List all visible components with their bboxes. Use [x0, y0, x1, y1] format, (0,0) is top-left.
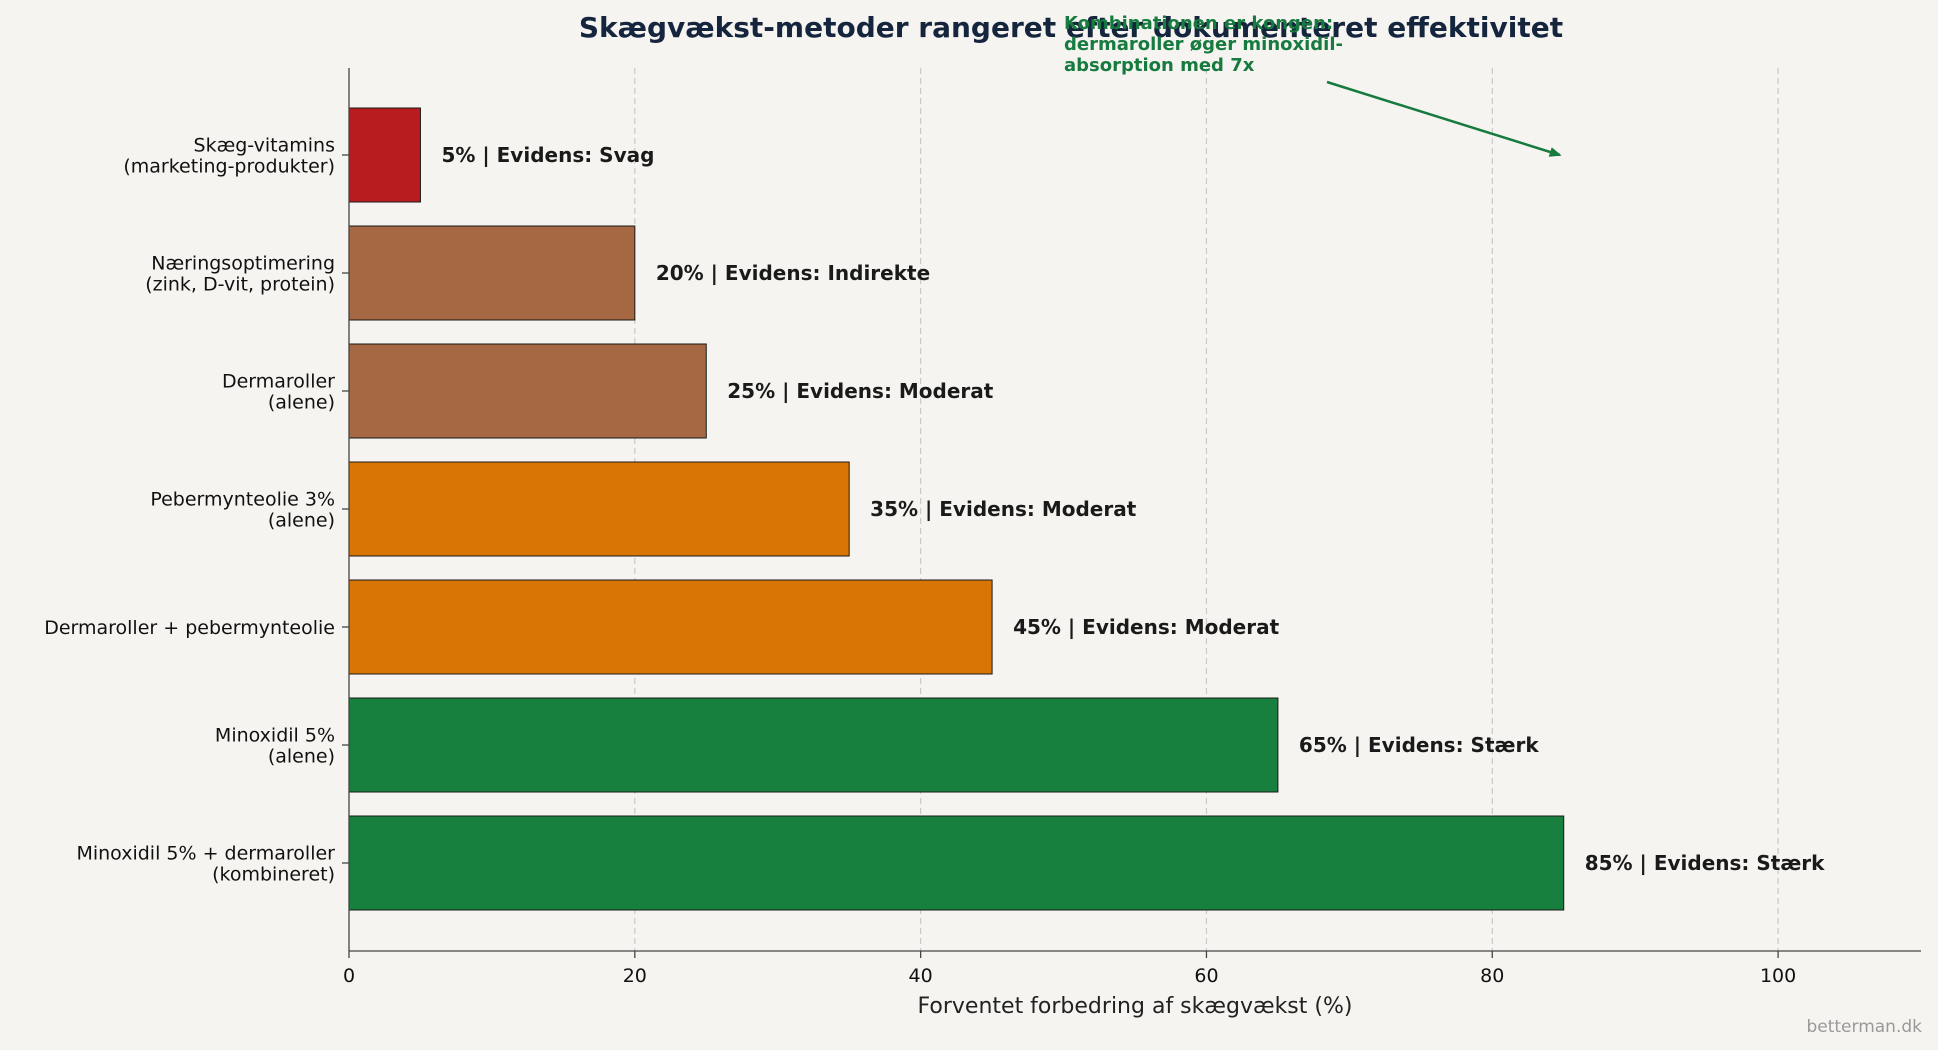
x-tick-label: 60 [1194, 965, 1218, 987]
bar [348, 225, 636, 321]
x-tick-label: 0 [343, 965, 355, 987]
annotation-arrow [1326, 80, 1562, 157]
category-label-line: (kombineret) [212, 864, 335, 886]
bar [348, 461, 850, 557]
bar [348, 579, 993, 675]
bar-value-label: 45% | Evidens: Moderat [1013, 615, 1280, 639]
annotation: Kombinationen er kongen: dermaroller øger… [1064, 13, 1562, 157]
category-label-line: (marketing-produkter) [123, 156, 335, 178]
bar [348, 697, 1279, 793]
category-label: Dermaroller (alene) [222, 371, 335, 414]
chart-title: Skægvækst-metoder rangeret efter dokumen… [579, 11, 1563, 44]
annotation-line: Kombinationen er kongen: [1064, 13, 1333, 34]
bar [348, 343, 707, 439]
bar [348, 107, 421, 203]
category-label-line: Skæg-vitamins [194, 135, 335, 157]
category-label-line: (zink, D-vit, protein) [145, 274, 335, 296]
x-axis-title: Forventet forbedring af skægvækst (%) [918, 994, 1353, 1019]
category-label: Dermaroller + pebermynteolie [44, 617, 335, 639]
category-label-line: (alene) [268, 746, 335, 768]
x-tick-label: 80 [1480, 965, 1504, 987]
category-label: Pebermynteolie 3% (alene) [150, 489, 335, 532]
x-tick-label: 40 [909, 965, 933, 987]
bar-value-label: 25% | Evidens: Moderat [727, 379, 994, 403]
bar-value-label: 20% | Evidens: Indirekte [656, 261, 930, 285]
category-label-line: Dermaroller [222, 371, 335, 393]
x-tick-label: 100 [1760, 965, 1796, 987]
bars [348, 107, 1565, 911]
bar-value-label: 5% | Evidens: Svag [441, 143, 654, 167]
category-label-line: Dermaroller + pebermynteolie [44, 617, 335, 639]
x-ticks: 0 20 40 60 80 100 [343, 951, 1796, 987]
category-label: Skæg-vitamins (marketing-produkter) [123, 135, 335, 178]
category-label: Minoxidil 5% + dermaroller (kombineret) [76, 843, 335, 886]
annotation-line: dermaroller øger minoxidil- [1064, 34, 1343, 55]
category-label-line: (alene) [268, 392, 335, 414]
category-labels: Skæg-vitamins (marketing-produkter) Næring… [44, 135, 349, 886]
data-labels: 5% | Evidens: Svag 20% | Evidens: Indirek… [441, 143, 1825, 875]
bar-value-label: 35% | Evidens: Moderat [870, 497, 1137, 521]
annotation-text: Kombinationen er kongen: dermaroller øger… [1064, 13, 1343, 76]
bar-value-label: 65% | Evidens: Stærk [1299, 733, 1539, 757]
bar-value-label: 85% | Evidens: Stærk [1585, 851, 1825, 875]
category-label-line: (alene) [268, 510, 335, 532]
credit-text: betterman.dk [1806, 1017, 1922, 1037]
category-label-line: Minoxidil 5% + dermaroller [76, 843, 335, 865]
category-label-line: Minoxidil 5% [215, 725, 335, 747]
category-label: Næringsoptimering (zink, D-vit, protein) [145, 253, 335, 296]
category-label: Minoxidil 5% (alene) [215, 725, 335, 768]
annotation-line: absorption med 7x [1064, 55, 1255, 76]
x-tick-label: 20 [623, 965, 647, 987]
category-label-line: Pebermynteolie 3% [150, 489, 335, 511]
category-label-line: Næringsoptimering [151, 253, 335, 275]
bar [348, 815, 1565, 911]
